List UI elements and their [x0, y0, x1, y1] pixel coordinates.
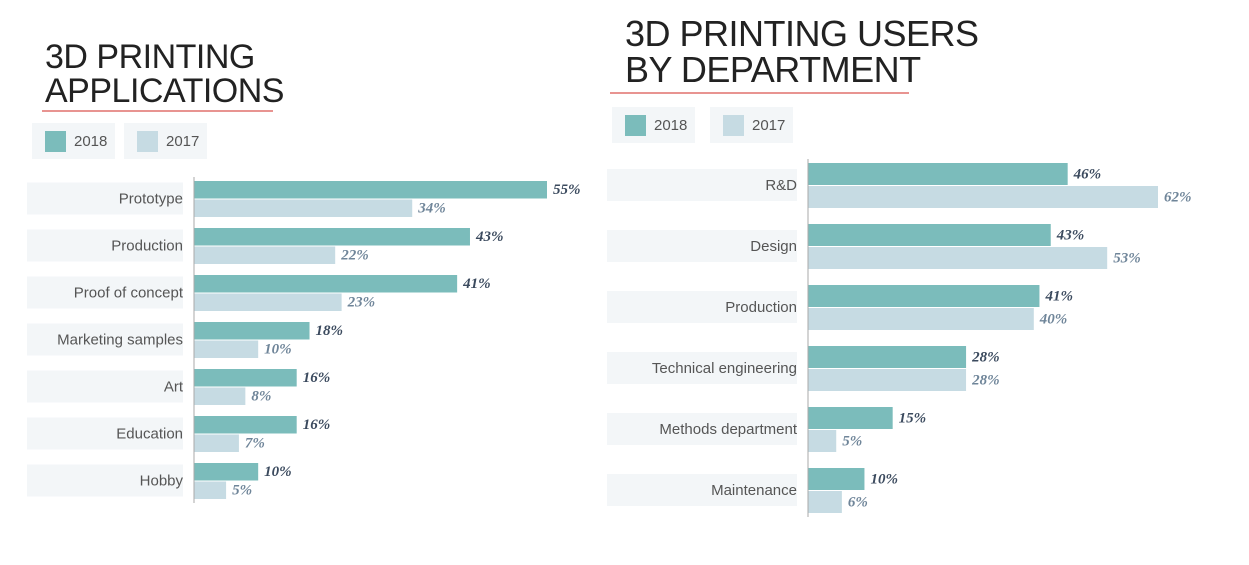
category-band: [27, 276, 183, 309]
value-label: 5%: [842, 433, 862, 449]
bar: [808, 247, 1108, 269]
category-label: Education: [116, 425, 183, 442]
bar: [808, 163, 1068, 185]
category-label: Art: [164, 378, 184, 395]
bar: [194, 181, 547, 199]
bar: [194, 199, 413, 217]
bar: [194, 481, 227, 499]
bar: [194, 246, 336, 264]
bar: [808, 491, 842, 513]
category-label: Methods department: [659, 421, 797, 438]
bar: [194, 387, 246, 405]
bar: [808, 407, 893, 429]
bar: [808, 468, 865, 490]
category-label: Design: [750, 238, 797, 255]
category-band: [607, 291, 797, 323]
value-label: 34%: [417, 201, 446, 217]
category-band: [27, 323, 183, 356]
legend-label: 2017: [166, 133, 199, 150]
bar: [194, 416, 297, 434]
value-label: 5%: [232, 483, 252, 499]
value-label: 40%: [1039, 311, 1068, 327]
bar: [194, 340, 259, 358]
value-label: 28%: [971, 349, 1000, 365]
category-label: Technical engineering: [652, 360, 797, 377]
value-label: 62%: [1164, 189, 1192, 205]
category-band: [607, 230, 797, 262]
value-label: 41%: [462, 276, 491, 292]
bar: [808, 369, 967, 391]
value-label: 41%: [1044, 288, 1073, 304]
bar: [808, 186, 1158, 208]
chart-title: 3D PRINTING APPLICATIONS: [45, 38, 285, 110]
value-label: 10%: [870, 471, 898, 487]
category-band: [27, 229, 183, 262]
category-label: Prototype: [119, 190, 183, 207]
value-label: 18%: [316, 323, 344, 339]
value-label: 16%: [303, 417, 331, 433]
bar: [194, 293, 342, 311]
legend-swatch: [45, 131, 66, 152]
bar: [808, 430, 837, 452]
bar: [194, 228, 470, 246]
category-label: Proof of concept: [74, 284, 184, 301]
chart-title: 3D PRINTING USERS BY DEPARTMENT: [625, 13, 979, 90]
bar: [194, 322, 310, 340]
bar: [808, 346, 967, 368]
value-label: 16%: [303, 370, 331, 386]
category-band: [607, 474, 797, 506]
legend-label: 2017: [752, 117, 785, 134]
value-label: 55%: [553, 182, 581, 198]
bar: [194, 275, 458, 293]
category-label: Maintenance: [711, 482, 797, 499]
legend-label: 2018: [74, 133, 107, 150]
legend-swatch: [625, 115, 646, 136]
value-label: 22%: [340, 248, 369, 264]
bar: [808, 308, 1034, 330]
bar: [194, 463, 259, 481]
value-label: 43%: [1056, 227, 1085, 243]
bar: [194, 434, 239, 452]
bar: [194, 369, 297, 387]
category-label: Production: [111, 237, 183, 254]
bar: [808, 285, 1040, 307]
category-band: [607, 169, 797, 201]
category-band: [607, 413, 797, 445]
legend-swatch: [137, 131, 158, 152]
value-label: 7%: [245, 436, 265, 452]
value-label: 8%: [251, 389, 271, 405]
category-band: [27, 182, 183, 215]
category-label: R&D: [765, 177, 797, 194]
value-label: 46%: [1073, 166, 1102, 182]
category-band: [607, 352, 797, 384]
value-label: 10%: [264, 464, 292, 480]
category-band: [27, 417, 183, 450]
value-label: 28%: [971, 372, 1000, 388]
value-label: 10%: [264, 342, 292, 358]
value-label: 15%: [899, 410, 927, 426]
legend-swatch: [723, 115, 744, 136]
value-label: 23%: [347, 295, 376, 311]
category-label: Marketing samples: [57, 331, 183, 348]
category-band: [27, 370, 183, 403]
category-label: Hobby: [140, 472, 184, 489]
value-label: 43%: [475, 229, 504, 245]
bar: [808, 224, 1051, 246]
value-label: 53%: [1113, 250, 1141, 266]
legend-label: 2018: [654, 117, 687, 134]
value-label: 6%: [848, 494, 868, 510]
category-band: [27, 464, 183, 497]
category-label: Production: [725, 299, 797, 316]
